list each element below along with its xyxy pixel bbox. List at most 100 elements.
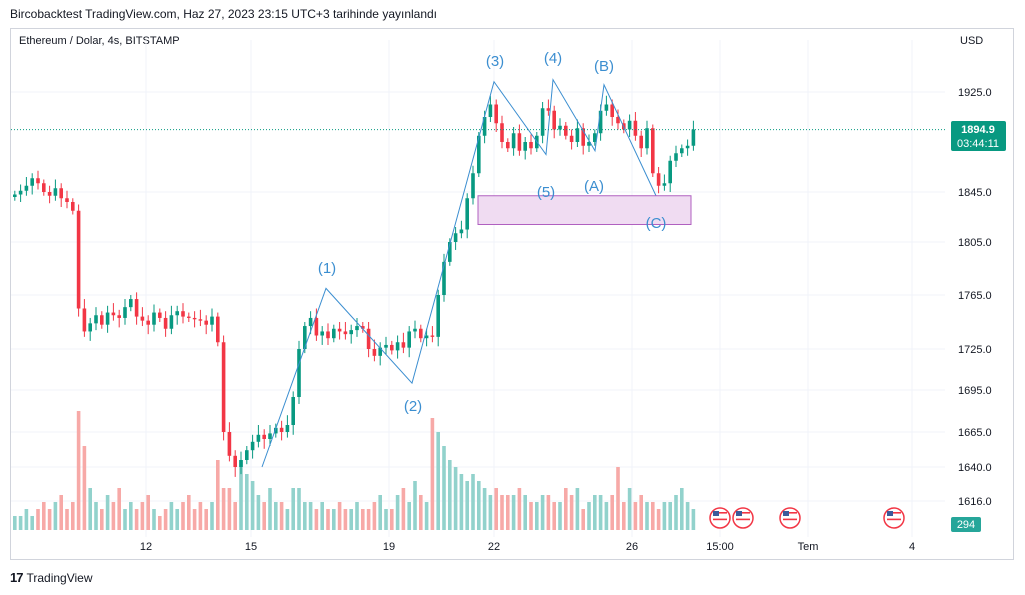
wave-label: (5) xyxy=(537,184,555,201)
volume-bar xyxy=(616,467,620,530)
candle-body xyxy=(129,299,133,308)
candle-body xyxy=(558,125,562,130)
volume-bar xyxy=(42,502,46,530)
candle-body xyxy=(477,135,481,174)
volume-bar xyxy=(581,509,585,530)
volume-bar xyxy=(187,495,191,530)
volume-bar xyxy=(18,516,23,530)
candle-body xyxy=(465,198,469,230)
volume-bar xyxy=(645,502,649,530)
volume-bar xyxy=(598,495,603,530)
wave-label: (B) xyxy=(594,58,614,75)
candle-body xyxy=(140,316,145,321)
volume-bar xyxy=(564,488,568,530)
volume-bar xyxy=(674,495,678,530)
price-tick-label: 1695.0 xyxy=(958,385,992,397)
candle-body xyxy=(494,104,498,124)
volume-bar xyxy=(622,502,626,530)
chart-grid xyxy=(11,40,945,537)
candle-body xyxy=(343,331,348,335)
candle-body xyxy=(633,120,638,136)
candle-body xyxy=(639,135,643,149)
volume-bar xyxy=(575,488,580,530)
candle-body xyxy=(134,299,139,317)
candle-body xyxy=(24,185,29,191)
volume-bar xyxy=(285,509,290,530)
candle-body xyxy=(569,135,574,142)
us-flag-event-icon[interactable] xyxy=(709,507,731,529)
candle-body xyxy=(668,160,672,184)
candle-body xyxy=(685,145,690,149)
time-tick-label: 15:00 xyxy=(706,541,734,553)
candle-body xyxy=(175,311,179,316)
volume-bar xyxy=(587,502,591,530)
candle-body xyxy=(308,317,313,327)
candle-body xyxy=(337,328,342,332)
tradingview-logo-icon: 17 xyxy=(10,570,24,585)
volume-bar xyxy=(47,509,52,530)
volume-bar xyxy=(274,502,278,530)
us-flag-event-icon[interactable] xyxy=(883,507,905,529)
candle-body xyxy=(419,328,423,339)
candle-body xyxy=(517,133,522,151)
volume-bar xyxy=(442,446,446,530)
support-zone[interactable] xyxy=(477,195,692,225)
candle-body xyxy=(227,432,232,456)
candle-body xyxy=(413,328,417,332)
candle-body xyxy=(71,202,75,211)
us-flag-event-icon[interactable] xyxy=(779,507,801,529)
candle-body xyxy=(326,331,330,339)
volume-bar xyxy=(53,502,58,530)
candle-body xyxy=(587,142,591,146)
time-tick-label: 22 xyxy=(488,541,500,553)
price-badge-value: 1894.9 xyxy=(961,124,995,136)
candle-body xyxy=(662,183,667,186)
candle-body xyxy=(268,433,272,439)
volume-badge-value: 294 xyxy=(957,519,975,531)
candle-body xyxy=(656,173,661,186)
us-flag-event-icon[interactable] xyxy=(732,507,754,529)
wave-label: (C) xyxy=(646,215,667,232)
candle-body xyxy=(448,242,452,262)
chart-frame xyxy=(10,28,1014,560)
candle-body xyxy=(674,153,678,161)
candle-body xyxy=(424,335,429,339)
footer-brand[interactable]: 17 TradingView xyxy=(10,570,93,585)
candle-body xyxy=(361,326,365,329)
candle-body xyxy=(366,328,371,349)
candle-body xyxy=(442,261,446,295)
volume-bar xyxy=(111,502,116,530)
volume-bar xyxy=(662,502,667,530)
volume-bar xyxy=(419,495,423,530)
volume-bar xyxy=(256,495,261,530)
price-badge-countdown: 03:44:11 xyxy=(957,138,999,150)
candle-body xyxy=(250,441,255,451)
volume-bar xyxy=(668,502,672,530)
volume-bar xyxy=(506,495,510,530)
volume-bar xyxy=(540,495,545,530)
wave-label: (4) xyxy=(544,50,562,67)
candle-body xyxy=(216,316,220,343)
volume-bar xyxy=(24,509,29,530)
currency-label: USD xyxy=(960,35,984,47)
volume-bar xyxy=(627,488,632,530)
candle-body xyxy=(210,316,214,325)
candle-body xyxy=(453,233,458,242)
volume-bar xyxy=(424,502,429,530)
wave-label: (1) xyxy=(318,260,336,277)
price-tick-label: 1725.0 xyxy=(958,344,992,356)
volume-bar xyxy=(401,488,406,530)
volume-bar xyxy=(355,502,359,530)
candle-body xyxy=(256,434,261,442)
candle-body xyxy=(355,326,359,331)
candle-body xyxy=(291,397,295,425)
candle-body xyxy=(233,455,237,467)
volume-bar xyxy=(552,502,556,530)
time-tick-label: 19 xyxy=(383,541,395,553)
volume-bar xyxy=(279,502,284,530)
volume-bars xyxy=(13,411,696,530)
candle-body xyxy=(221,342,226,432)
symbol-legend[interactable]: Ethereum / Dolar, 4s, BITSTAMP xyxy=(19,35,180,47)
candle-body xyxy=(76,210,81,309)
